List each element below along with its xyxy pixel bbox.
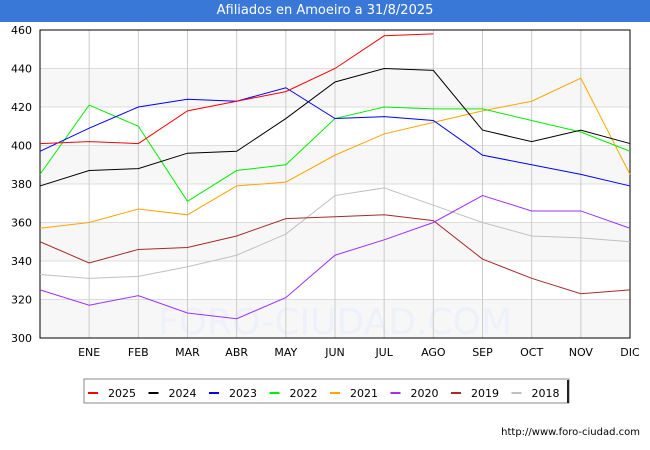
y-tick-label: 380: [11, 178, 32, 191]
legend-label-2019: 2019: [471, 387, 499, 400]
x-tick-label: SEP: [472, 346, 493, 359]
chart-title: Afiliados en Amoeiro a 31/8/2025: [0, 0, 650, 22]
legend-label-2023: 2023: [229, 387, 257, 400]
x-tick-label: JUL: [374, 346, 393, 359]
x-tick-label: AGO: [421, 346, 446, 359]
x-tick-label: DIC: [620, 346, 640, 359]
source-url[interactable]: http://www.foro-ciudad.com: [501, 427, 640, 438]
x-tick-label: FEB: [128, 346, 149, 359]
legend-label-2020: 2020: [411, 387, 439, 400]
series-line-2021: [39, 77, 631, 229]
x-tick-label: OCT: [520, 346, 543, 359]
x-tick-label: JUN: [324, 346, 345, 359]
x-tick-label: ABR: [225, 346, 248, 359]
series-line-2018: [39, 187, 631, 279]
y-tick-label: 360: [11, 217, 32, 230]
legend-label-2024: 2024: [169, 387, 197, 400]
y-tick-label: 460: [11, 24, 32, 37]
y-tick-label: 320: [11, 294, 32, 307]
y-tick-label: 340: [11, 255, 32, 268]
x-tick-label: MAY: [274, 346, 297, 359]
series-line-2020: [39, 195, 631, 320]
x-tick-label: MAR: [175, 346, 200, 359]
y-tick-label: 420: [11, 101, 32, 114]
series-line-2025: [39, 33, 434, 145]
x-tick-label: ENE: [78, 346, 100, 359]
legend-label-2018: 2018: [532, 387, 560, 400]
legend-label-2025: 2025: [108, 387, 136, 400]
legend-label-2021: 2021: [350, 387, 378, 400]
legend-label-2022: 2022: [290, 387, 318, 400]
plot-border: [39, 29, 631, 339]
series-line-2024: [39, 67, 631, 187]
x-tick-label: NOV: [569, 346, 594, 359]
y-tick-label: 440: [11, 63, 32, 76]
y-tick-label: 400: [11, 140, 32, 153]
y-tick-label: 300: [11, 332, 32, 345]
series-line-2023: [39, 87, 631, 187]
series-line-2019: [39, 214, 631, 295]
